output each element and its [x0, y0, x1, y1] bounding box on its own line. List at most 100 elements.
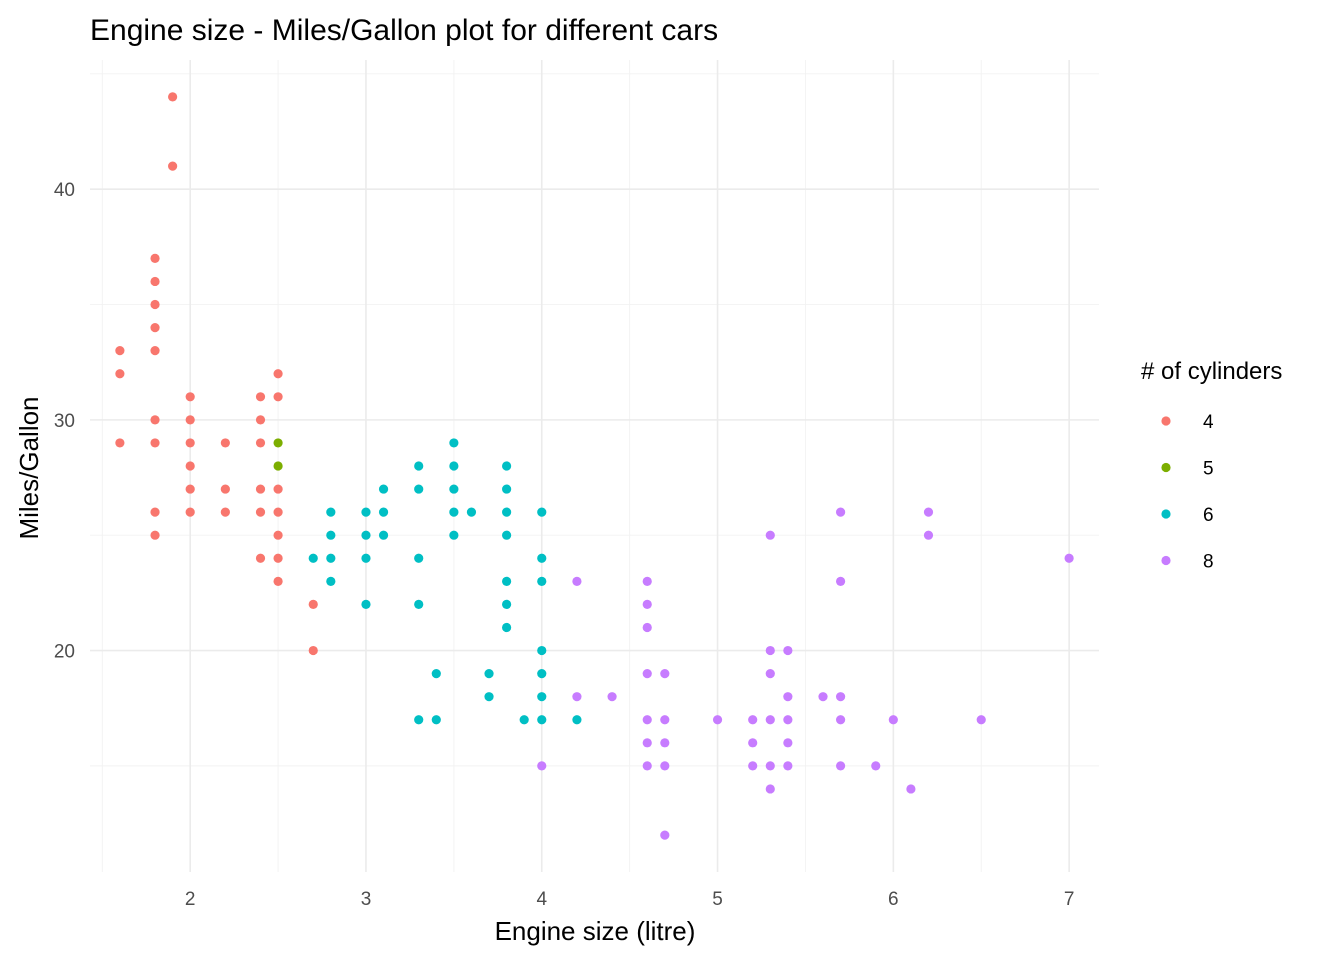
data-point-cyl-5 — [273, 438, 283, 448]
data-point-cyl-8 — [976, 715, 986, 725]
data-point-cyl-6 — [502, 599, 512, 610]
data-point-cyl-8 — [660, 738, 670, 748]
x-tick-label: 3 — [361, 889, 372, 910]
data-point-cyl-8 — [1064, 553, 1074, 563]
data-point-cyl-4 — [115, 369, 125, 379]
data-point-cyl-4 — [255, 484, 266, 494]
data-point-cyl-6 — [414, 484, 424, 494]
data-point-cyl-8 — [783, 645, 793, 656]
data-point-cyl-4 — [255, 438, 266, 448]
data-point-cyl-4 — [273, 369, 283, 379]
data-point-cyl-4 — [273, 576, 283, 586]
data-point-cyl-6 — [502, 461, 512, 471]
data-point-cyl-4 — [273, 507, 283, 517]
legend-label: 8 — [1203, 552, 1214, 573]
y-tick-label: 40 — [54, 180, 75, 201]
data-point-cyl-6 — [502, 484, 512, 494]
data-point-cyl-6 — [537, 507, 547, 517]
data-point-cyl-4 — [185, 392, 195, 402]
data-point-cyl-6 — [449, 484, 459, 494]
data-point-cyl-4 — [308, 599, 318, 610]
data-point-cyl-6 — [572, 715, 582, 725]
data-point-cyl-6 — [502, 530, 512, 540]
data-point-cyl-6 — [537, 553, 547, 563]
data-point-cyl-6 — [378, 484, 389, 494]
data-point-cyl-6 — [378, 530, 389, 540]
data-point-cyl-6 — [414, 553, 424, 563]
data-point-cyl-6 — [502, 507, 512, 517]
data-point-cyl-8 — [783, 715, 793, 725]
data-point-cyl-6 — [361, 553, 371, 563]
data-point-cyl-4 — [168, 92, 178, 102]
data-point-cyl-6 — [308, 553, 318, 563]
data-point-cyl-8 — [748, 738, 758, 748]
data-point-cyl-6 — [361, 599, 371, 610]
data-point-cyl-8 — [748, 761, 758, 771]
y-tick-label: 30 — [54, 411, 75, 432]
data-point-cyl-8 — [572, 576, 582, 586]
y-tick-labels: 20 30 40 — [54, 180, 75, 662]
data-point-cyl-6 — [431, 669, 441, 679]
data-point-cyl-8 — [906, 784, 916, 794]
x-tick-labels: 2 3 4 5 6 7 — [185, 889, 1074, 910]
data-point-cyl-4 — [185, 461, 195, 471]
data-point-cyl-4 — [150, 415, 160, 425]
data-point-cyl-8 — [660, 761, 670, 771]
data-point-cyl-8 — [642, 599, 652, 610]
data-point-cyl-8 — [642, 669, 652, 679]
legend-key-4 — [1161, 416, 1171, 426]
data-point-cyl-8 — [748, 715, 758, 725]
data-point-cyl-8 — [765, 761, 775, 771]
x-tick-label: 6 — [888, 889, 899, 910]
grid — [90, 60, 1099, 872]
legend-key-6 — [1161, 509, 1171, 519]
data-point-cyl-8 — [783, 761, 793, 771]
data-point-cyl-8 — [660, 830, 670, 840]
data-point-cyl-8 — [783, 738, 793, 748]
data-point-cyl-4 — [150, 530, 160, 540]
x-tick-label: 5 — [712, 889, 723, 910]
data-point-cyl-6 — [484, 692, 494, 702]
data-point-cyl-6 — [326, 530, 336, 540]
x-tick-label: 4 — [536, 889, 547, 910]
data-point-cyl-4 — [185, 415, 195, 425]
y-axis-title: Miles/Gallon — [14, 396, 44, 539]
data-point-cyl-8 — [835, 715, 846, 725]
data-point-cyl-6 — [326, 576, 336, 586]
data-point-cyl-8 — [923, 530, 934, 540]
data-point-cyl-8 — [765, 669, 775, 679]
data-point-cyl-6 — [537, 645, 547, 656]
data-point-cyl-6 — [431, 715, 441, 725]
data-point-cyl-6 — [361, 530, 371, 540]
data-point-cyl-8 — [783, 692, 793, 702]
data-point-cyl-6 — [537, 692, 547, 702]
data-point-cyl-5 — [273, 461, 283, 471]
data-point-cyl-4 — [150, 276, 160, 287]
data-point-cyl-6 — [449, 507, 459, 517]
data-point-cyl-4 — [273, 484, 283, 494]
data-point-cyl-8 — [607, 692, 617, 702]
data-point-cyl-8 — [642, 715, 652, 725]
data-point-cyl-4 — [273, 553, 283, 563]
data-point-cyl-6 — [414, 461, 424, 471]
data-point-cyl-4 — [168, 161, 178, 171]
legend-items: 4 5 6 8 — [1161, 412, 1214, 573]
data-point-cyl-6 — [449, 530, 459, 540]
data-point-cyl-4 — [220, 484, 230, 494]
data-point-cyl-4 — [115, 438, 125, 448]
x-tick-label: 2 — [185, 889, 196, 910]
data-point-cyl-6 — [378, 507, 389, 517]
data-point-cyl-8 — [871, 761, 881, 771]
data-point-cyl-4 — [220, 507, 230, 517]
data-points — [115, 92, 1074, 840]
legend-key-8 — [1161, 555, 1171, 566]
data-point-cyl-8 — [660, 669, 670, 679]
data-point-cyl-4 — [185, 438, 195, 448]
data-point-cyl-6 — [537, 576, 547, 586]
data-point-cyl-8 — [765, 715, 775, 725]
data-point-cyl-4 — [185, 484, 195, 494]
data-point-cyl-4 — [150, 507, 160, 517]
data-point-cyl-8 — [642, 761, 652, 771]
data-point-cyl-4 — [150, 299, 160, 310]
data-point-cyl-6 — [326, 507, 336, 517]
